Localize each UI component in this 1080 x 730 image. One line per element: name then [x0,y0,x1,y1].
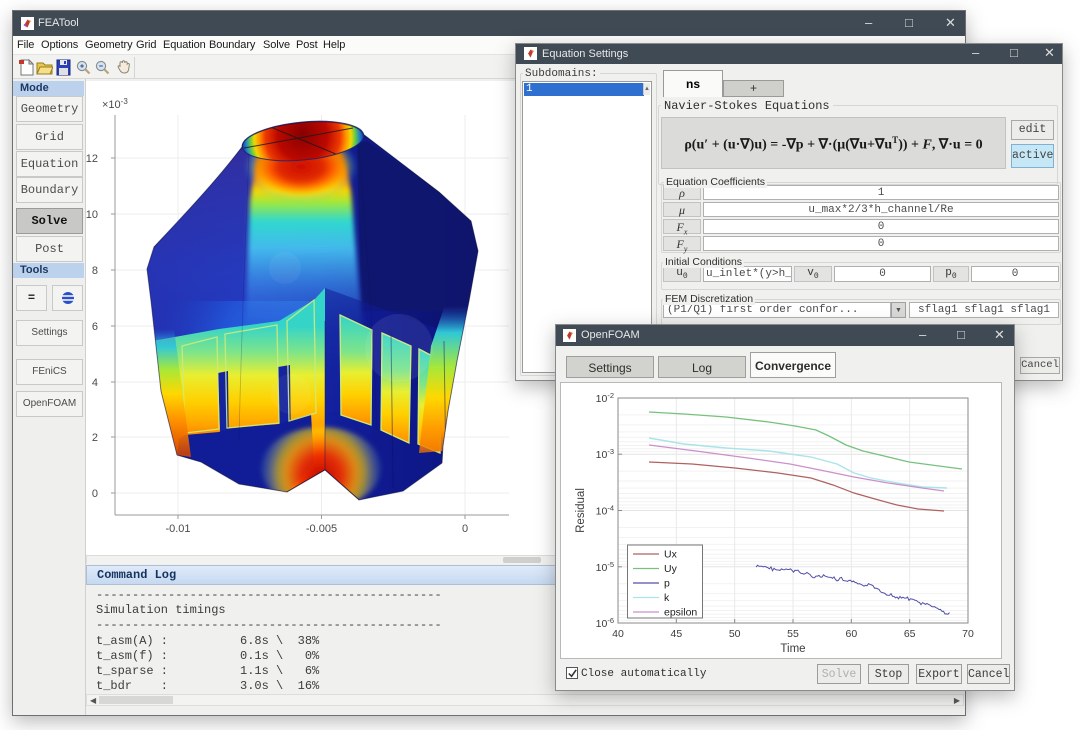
svg-text:60: 60 [845,628,857,640]
svg-text:k: k [664,592,670,604]
svg-text:2: 2 [92,432,98,444]
svg-text:10-5: 10-5 [596,560,614,574]
svg-text:0: 0 [92,488,98,500]
svg-text:10-4: 10-4 [596,504,614,518]
svg-text:-0.01: -0.01 [165,523,190,535]
svg-text:50: 50 [729,628,741,640]
svg-text:70: 70 [962,628,974,640]
svg-text:10-2: 10-2 [596,391,614,405]
svg-text:45: 45 [670,628,682,640]
svg-text:6: 6 [92,321,98,333]
svg-text:Uy: Uy [664,563,678,575]
svg-text:65: 65 [904,628,916,640]
svg-text:55: 55 [787,628,799,640]
svg-text:12: 12 [86,153,98,165]
svg-text:10: 10 [86,209,98,221]
svg-text:8: 8 [92,265,98,277]
svg-text:epsilon: epsilon [664,607,697,619]
svg-text:p: p [664,578,670,590]
svg-text:Residual: Residual [575,488,587,533]
svg-text:40: 40 [612,628,624,640]
svg-text:10-3: 10-3 [596,447,614,461]
svg-text:Ux: Ux [664,549,678,561]
svg-text:4: 4 [92,377,98,389]
svg-text:Time: Time [780,643,805,655]
svg-text:0: 0 [462,523,468,535]
svg-text:-0.005: -0.005 [306,523,337,535]
svg-text:×10-3: ×10-3 [102,97,128,111]
